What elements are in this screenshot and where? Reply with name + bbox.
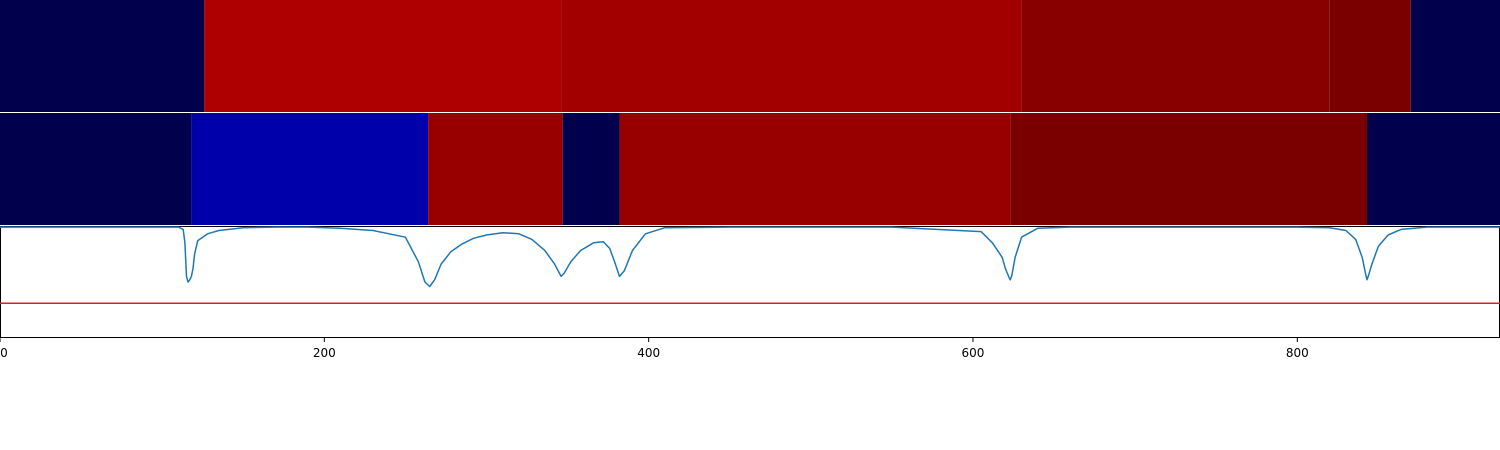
heatmap-segment-1-2 [561,0,1022,112]
heatmap-segment-2-4 [619,113,1011,225]
heatmap-segment-2-5 [1010,113,1368,225]
heatmap-segment-1-4 [1329,0,1411,112]
heatmap-segment-1-1 [204,0,562,112]
heatmap-track-1 [0,0,1500,112]
x-tick-label-200: 200 [313,346,336,360]
heatmap-segment-1-5 [1410,0,1500,112]
x-tick-label-400: 400 [637,346,660,360]
x-axis: 0 200 400 600 800 [0,338,1309,360]
score-line [0,226,1500,288]
heatmap-segment-2-1 [191,113,429,225]
x-tick-label-600: 600 [962,346,985,360]
x-tick-label-0: 0 [0,346,8,360]
heatmap-segment-2-3 [562,113,620,225]
heatmap-segment-2-6 [1367,113,1500,225]
heatmap-segment-2-0 [0,113,192,225]
heatmap-segment-1-3 [1021,0,1330,112]
heatmap-segment-1-0 [0,0,205,112]
heatmap-track-2 [0,113,1500,225]
x-tick-label-800: 800 [1286,346,1309,360]
heatmap-segment-2-2 [428,113,563,225]
line-track [0,226,1500,338]
line-track-frame [0,226,1500,338]
